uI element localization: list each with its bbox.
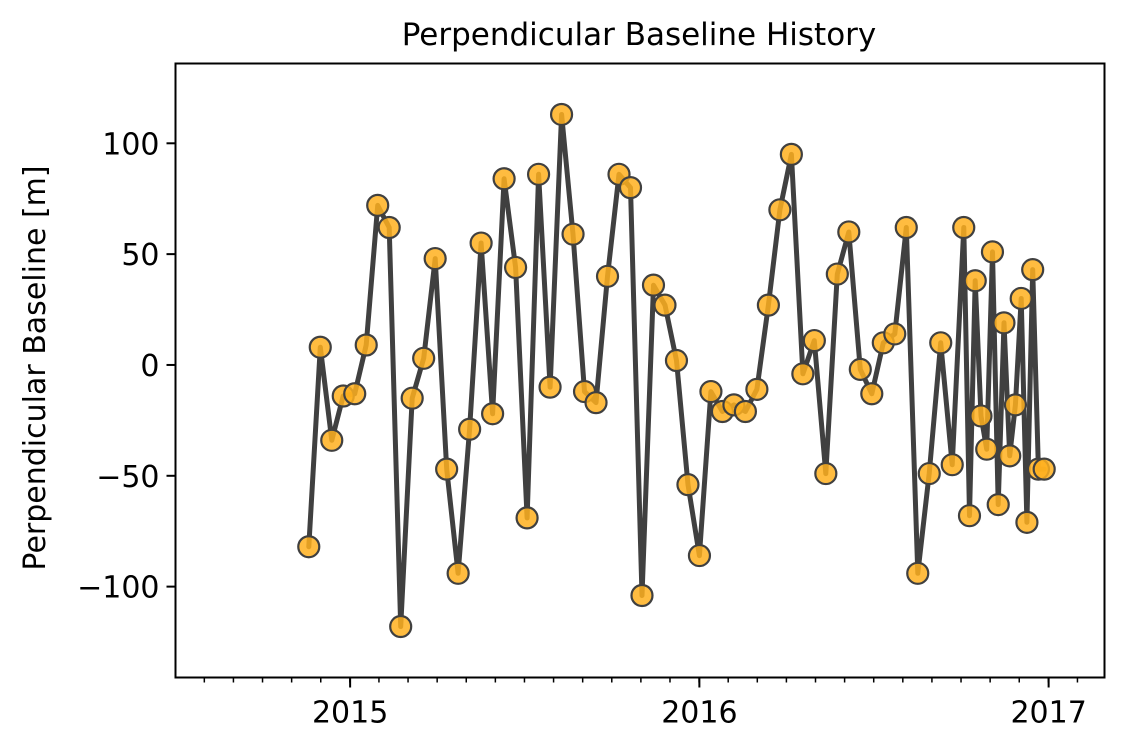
data-point xyxy=(492,167,516,191)
data-point xyxy=(446,561,470,585)
data-point xyxy=(986,493,1010,517)
data-point xyxy=(400,386,424,410)
y-tick-label: 50 xyxy=(121,238,159,273)
data-point xyxy=(515,506,539,530)
y-axis-label: Perpendicular Baseline [m] xyxy=(18,165,53,570)
data-point xyxy=(481,402,505,426)
data-point xyxy=(320,428,344,452)
y-axis-ticks: −100 −50 0 50 100 xyxy=(77,127,176,606)
data-point xyxy=(595,264,620,288)
data-point xyxy=(980,240,1005,264)
data-point xyxy=(802,328,826,353)
data-point xyxy=(963,269,987,293)
data-point xyxy=(906,561,930,585)
data-point xyxy=(733,399,758,424)
data-point xyxy=(1003,393,1028,417)
y-tick-label: 100 xyxy=(102,127,159,162)
data-point xyxy=(377,215,401,240)
chart-title: Perpendicular Baseline History xyxy=(402,17,877,53)
data-point xyxy=(883,322,907,346)
data-point xyxy=(699,379,723,404)
plot-area xyxy=(297,102,1056,639)
data-point xyxy=(894,215,918,240)
data-point xyxy=(998,444,1022,468)
data-point xyxy=(676,473,700,497)
data-point xyxy=(561,222,585,246)
data-point xyxy=(975,437,999,461)
data-point xyxy=(308,335,332,359)
y-tick-label: −50 xyxy=(96,460,159,495)
y-tick-label: 0 xyxy=(140,349,159,384)
x-tick-label: 2016 xyxy=(661,696,737,731)
data-point xyxy=(814,461,838,486)
data-point xyxy=(848,357,872,381)
data-point xyxy=(641,273,666,297)
data-point xyxy=(584,391,608,415)
data-point xyxy=(756,293,780,317)
data-point xyxy=(618,176,643,200)
data-point xyxy=(992,311,1016,335)
data-point xyxy=(538,375,562,399)
data-point xyxy=(526,162,551,186)
x-axis-ticks: 2015 2016 2017 xyxy=(203,677,1087,731)
data-point xyxy=(745,377,769,401)
data-point xyxy=(366,193,390,217)
data-point xyxy=(630,583,654,608)
y-tick-label: −100 xyxy=(77,571,159,606)
data-point xyxy=(469,231,493,255)
data-point xyxy=(343,382,367,406)
data-point xyxy=(825,262,849,286)
data-point xyxy=(503,255,528,280)
data-point xyxy=(969,404,993,428)
data-point xyxy=(917,461,941,486)
data-point xyxy=(1021,258,1045,282)
data-point xyxy=(1009,286,1033,311)
data-point xyxy=(1032,457,1056,481)
data-point xyxy=(412,346,436,370)
data-point xyxy=(940,453,964,477)
plot-frame xyxy=(174,62,1106,679)
data-point xyxy=(389,614,413,639)
data-point xyxy=(768,198,792,222)
x-tick-label: 2015 xyxy=(312,696,388,731)
data-point xyxy=(297,535,321,559)
data-point xyxy=(952,215,976,240)
data-point xyxy=(687,543,712,568)
data-point xyxy=(664,348,689,373)
data-point xyxy=(653,293,677,317)
data-point xyxy=(957,504,982,528)
data-point xyxy=(860,382,884,406)
data-point xyxy=(1015,510,1039,534)
data-point xyxy=(779,142,803,166)
data-point xyxy=(435,457,459,481)
data-point xyxy=(837,220,861,244)
data-point xyxy=(791,362,815,386)
data-point xyxy=(354,333,378,357)
data-point xyxy=(458,417,482,441)
data-point xyxy=(423,246,447,271)
x-tick-label: 2017 xyxy=(1010,696,1086,731)
data-point xyxy=(929,331,953,355)
data-point xyxy=(549,102,574,127)
